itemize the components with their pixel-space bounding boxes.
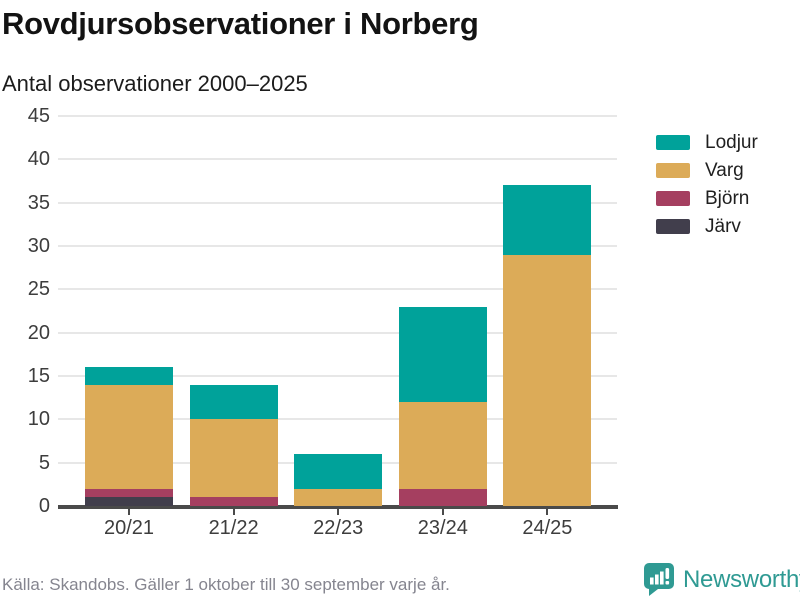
- bar-segment-varg: [189, 419, 278, 498]
- bar-segment-lodjur: [398, 306, 487, 402]
- brand-name: Newsworthy: [683, 565, 800, 593]
- bar-segment-varg: [503, 254, 592, 506]
- legend-item-järv: Järv: [656, 216, 758, 237]
- legend-item-lodjur: Lodjur: [656, 132, 758, 153]
- gridline: [58, 375, 617, 377]
- chart-subtitle: Antal observationer 2000–2025: [2, 71, 308, 96]
- newsworthy-icon: [644, 563, 674, 596]
- y-axis-label: 40: [27, 148, 50, 171]
- bar-segment-björn: [189, 497, 278, 506]
- gridline: [58, 331, 617, 334]
- x-axis-tick: [546, 509, 549, 515]
- x-axis-tick: [337, 509, 340, 515]
- y-axis-label: 5: [38, 451, 50, 474]
- legend-swatch-icon: [656, 191, 690, 206]
- legend-item-björn: Björn: [656, 188, 758, 209]
- bar-segment-björn: [398, 488, 487, 506]
- x-axis-tick: [441, 509, 444, 515]
- x-axis-tick: [232, 509, 235, 515]
- gridline: [58, 201, 617, 204]
- x-axis-line: [58, 505, 618, 509]
- gridline: [58, 115, 617, 117]
- y-axis-label: 25: [27, 278, 50, 301]
- bar-segment-varg: [294, 488, 383, 506]
- y-axis-label: 45: [27, 105, 50, 127]
- legend-swatch-icon: [656, 163, 690, 178]
- gridline: [58, 288, 617, 291]
- gridline: [58, 158, 617, 161]
- legend-item-varg: Varg: [656, 160, 758, 181]
- y-axis-label: 15: [27, 365, 50, 387]
- x-axis-label: 21/22: [208, 517, 259, 539]
- x-axis-label: 23/24: [417, 517, 468, 539]
- legend: Lodjur Varg Björn Järv: [656, 132, 758, 237]
- bar-segment-järv: [85, 497, 173, 506]
- gridline: [58, 418, 617, 421]
- x-axis-tick: [128, 509, 130, 515]
- legend-swatch-icon: [656, 135, 690, 150]
- bar-segment-lodjur: [294, 454, 383, 489]
- source-note: Källa: Skandobs. Gäller 1 oktober till 3…: [2, 575, 450, 594]
- y-axis-label: 20: [27, 321, 50, 344]
- gridline: [58, 245, 617, 247]
- page-title: Rovdjursobservationer i Norberg: [2, 6, 479, 41]
- legend-label: Varg: [705, 159, 744, 181]
- bar-segment-varg: [398, 402, 487, 489]
- bar-segment-lodjur: [189, 384, 278, 420]
- legend-label: Lodjur: [705, 131, 758, 153]
- bar-segment-lodjur: [85, 367, 173, 385]
- newsworthy-logo: Newsworthy: [642, 562, 800, 597]
- x-axis-label: 24/25: [522, 517, 573, 539]
- legend-label: Björn: [705, 187, 750, 209]
- legend-swatch-icon: [656, 219, 690, 234]
- x-axis-label: 22/23: [313, 517, 364, 539]
- y-axis-label: 10: [27, 408, 50, 431]
- y-axis-label: 30: [27, 235, 50, 257]
- legend-label: Järv: [705, 215, 741, 237]
- bar-segment-lodjur: [503, 185, 592, 255]
- bar-segment-varg: [85, 384, 173, 489]
- bar-segment-björn: [85, 488, 173, 498]
- y-axis-label: 0: [38, 495, 50, 517]
- x-axis-label: 20/21: [103, 517, 155, 539]
- y-axis-label: 35: [27, 191, 50, 214]
